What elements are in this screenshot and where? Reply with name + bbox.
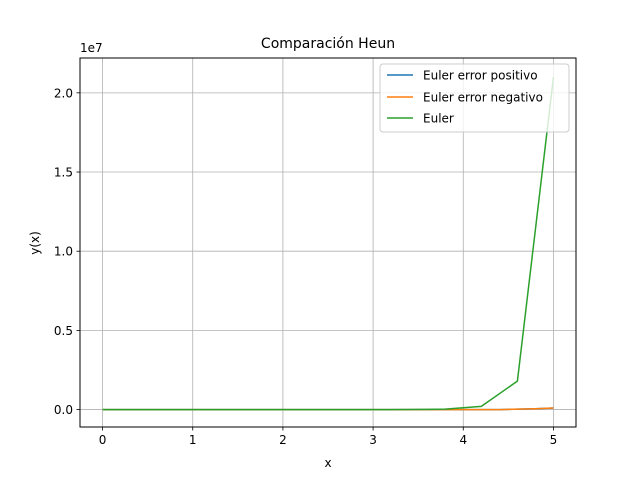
y-tick-label: 1.0 xyxy=(54,245,73,259)
axis-ticks: 0 1 2 3 4 5 0.0 0.5 1.0 1.5 2.0 xyxy=(54,86,557,447)
y-tick-label: 0.5 xyxy=(54,324,73,338)
legend-label-euler-error-positivo: Euler error positivo xyxy=(423,69,538,83)
y-offset-label: 1e7 xyxy=(80,41,103,55)
series-lines xyxy=(102,76,555,411)
y-tick-label: 1.5 xyxy=(54,166,73,180)
legend-label-euler-error-negativo: Euler error negativo xyxy=(423,91,543,105)
x-tick-label: 5 xyxy=(550,433,558,447)
y-axis-label: y(x) xyxy=(28,231,42,255)
legend-box xyxy=(379,63,570,133)
x-tick-label: 3 xyxy=(369,433,377,447)
legend-label-euler: Euler xyxy=(423,112,454,126)
x-tick-label: 1 xyxy=(189,433,197,447)
y-tick-label: 2.0 xyxy=(54,86,73,100)
chart-title: Comparación Heun xyxy=(261,36,395,52)
series-line-euler xyxy=(102,76,555,411)
x-tick-label: 4 xyxy=(459,433,467,447)
legend: Euler error positivo Euler error negativ… xyxy=(379,63,570,133)
axes-frame xyxy=(79,57,577,428)
x-axis-label: x xyxy=(324,456,331,470)
x-tick-label: 0 xyxy=(99,433,107,447)
y-tick-label: 0.0 xyxy=(54,403,73,417)
x-tick-label: 2 xyxy=(279,433,287,447)
